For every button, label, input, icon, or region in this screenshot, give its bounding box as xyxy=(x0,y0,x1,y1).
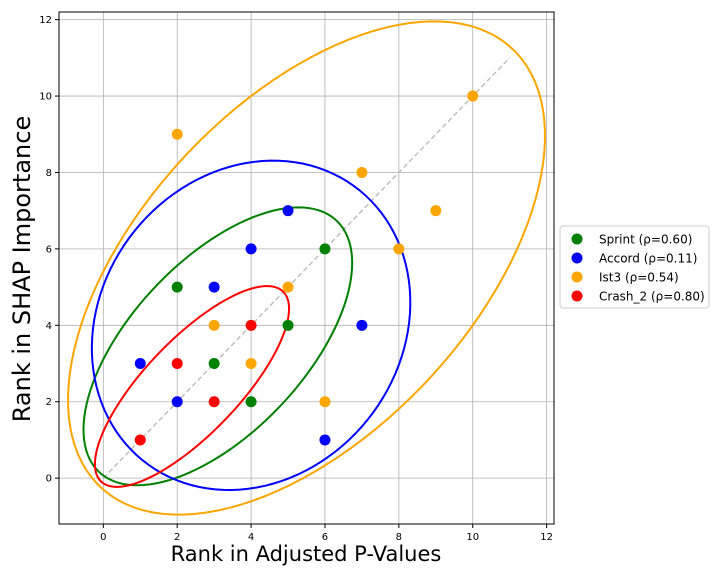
ellipse-sprint xyxy=(82,206,354,487)
data-point xyxy=(393,243,405,255)
legend-marker xyxy=(571,252,583,264)
legend-label: Ist3 (ρ=0.54) xyxy=(599,271,679,285)
legend-marker xyxy=(571,290,583,302)
data-point xyxy=(171,281,183,293)
data-point xyxy=(282,281,294,293)
x-tick-label: 10 xyxy=(466,532,479,543)
data-point xyxy=(134,434,146,446)
x-tick-label: 0 xyxy=(100,532,106,543)
y-axis-label: Rank in SHAP Importance xyxy=(8,116,36,422)
axis-ticks: 0 2 4 6 8 10 12 0 2 4 6 8 10 12 xyxy=(39,15,553,543)
y-tick-label: 6 xyxy=(46,244,52,255)
x-tick-label: 12 xyxy=(540,532,553,543)
data-point xyxy=(208,281,220,293)
data-point xyxy=(245,243,257,255)
y-tick-label: 2 xyxy=(46,397,52,408)
data-point xyxy=(319,434,331,446)
data-point xyxy=(282,319,294,331)
data-point xyxy=(208,358,220,370)
data-point xyxy=(134,358,146,370)
diagonal-line xyxy=(102,57,511,479)
x-axis-label: Rank in Adjusted P-Values xyxy=(171,542,442,566)
plot-frame xyxy=(58,11,555,525)
y-tick-label: 0 xyxy=(46,474,52,485)
data-point xyxy=(208,319,220,331)
data-point xyxy=(319,396,331,408)
data-points xyxy=(134,90,479,446)
legend-box xyxy=(559,225,710,309)
legend-marker xyxy=(571,271,583,283)
data-point xyxy=(467,90,479,102)
confidence-ellipses xyxy=(67,20,546,516)
data-point xyxy=(245,396,257,408)
legend-label: Accord (ρ=0.11) xyxy=(599,252,697,266)
ellipse-crash_2 xyxy=(93,285,291,488)
x-tick-label: 4 xyxy=(248,532,254,543)
data-point xyxy=(171,396,183,408)
legend-marker xyxy=(571,233,583,245)
data-point xyxy=(282,205,294,217)
legend: Sprint (ρ=0.60) Accord (ρ=0.11) Ist3 (ρ=0.… xyxy=(559,225,710,309)
legend-label: Crash_2 (ρ=0.80) xyxy=(599,290,705,304)
ellipse-ist3 xyxy=(67,20,546,516)
x-tick-label: 2 xyxy=(174,532,180,543)
x-tick-label: 8 xyxy=(396,532,402,543)
y-tick-label: 4 xyxy=(46,321,52,332)
data-point xyxy=(171,358,183,370)
data-point xyxy=(171,128,183,140)
data-point xyxy=(245,358,257,370)
y-tick-label: 12 xyxy=(39,15,52,26)
y-tick-label: 10 xyxy=(39,92,52,103)
ellipse-accord xyxy=(90,159,412,491)
data-point xyxy=(319,243,331,255)
x-tick-label: 6 xyxy=(322,532,328,543)
diagonal-reference xyxy=(102,57,511,479)
data-point xyxy=(208,396,220,408)
y-tick-label: 8 xyxy=(46,168,52,179)
data-point xyxy=(356,166,368,178)
data-point xyxy=(245,319,257,331)
data-point xyxy=(430,205,442,217)
data-point xyxy=(356,319,368,331)
legend-label: Sprint (ρ=0.60) xyxy=(599,233,692,247)
